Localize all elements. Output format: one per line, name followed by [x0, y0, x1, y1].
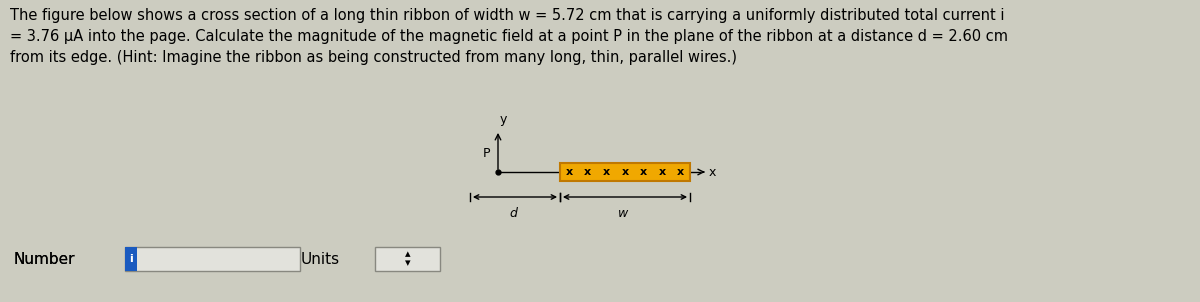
- Text: ▴
▾: ▴ ▾: [404, 249, 410, 268]
- Text: Number: Number: [13, 252, 74, 268]
- Text: x: x: [622, 167, 629, 177]
- Text: x: x: [659, 167, 666, 177]
- Text: x: x: [640, 167, 647, 177]
- Text: d: d: [509, 207, 517, 220]
- Text: x: x: [709, 165, 716, 178]
- Bar: [125, 247, 300, 271]
- Text: x: x: [565, 167, 572, 177]
- Text: The figure below shows a cross section of a long thin ribbon of width w = 5.72 c: The figure below shows a cross section o…: [10, 8, 1008, 65]
- Bar: [374, 247, 440, 271]
- Text: x: x: [584, 167, 592, 177]
- Text: Units: Units: [301, 252, 340, 268]
- Text: y: y: [500, 113, 508, 126]
- Text: P: P: [482, 147, 490, 160]
- Bar: [125, 247, 137, 271]
- Text: Number: Number: [13, 252, 74, 268]
- Text: x: x: [677, 167, 684, 177]
- Text: i: i: [130, 254, 133, 264]
- Text: w: w: [618, 207, 628, 220]
- Bar: [560, 163, 690, 181]
- Text: x: x: [602, 167, 610, 177]
